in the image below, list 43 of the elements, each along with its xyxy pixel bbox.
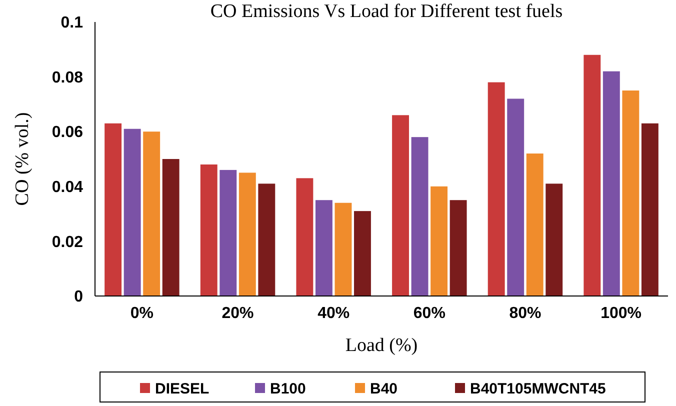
bar — [162, 159, 180, 296]
x-tick-label: 100% — [600, 305, 642, 322]
y-tick-label: 0.1 — [60, 14, 84, 32]
bar — [411, 137, 428, 296]
bar — [526, 154, 544, 296]
bar — [602, 71, 620, 296]
bar — [488, 82, 505, 296]
bar — [392, 115, 409, 296]
bar — [200, 164, 218, 296]
bar — [622, 90, 640, 296]
bar — [546, 184, 563, 296]
x-tick-label: 60% — [413, 305, 446, 322]
bar — [124, 128, 141, 296]
bar — [507, 98, 524, 296]
y-axis-title: CO (% vol.) — [12, 112, 33, 206]
x-tick-label: 20% — [222, 305, 254, 322]
x-tick-label: 40% — [318, 305, 350, 322]
x-axis-title: Load (%) — [345, 335, 418, 356]
x-tick-label: 0% — [130, 305, 154, 322]
bar — [238, 172, 256, 296]
y-tick-label: 0.02 — [52, 234, 84, 251]
legend-label: B40 — [370, 380, 398, 398]
y-tick-label: 0.06 — [52, 124, 84, 142]
bar — [315, 200, 332, 296]
bar — [220, 170, 237, 296]
y-tick-label: 0.04 — [52, 179, 84, 196]
bar — [143, 132, 160, 296]
y-tick-label: 0 — [74, 288, 84, 306]
bar — [104, 123, 122, 296]
legend-label: B100 — [270, 380, 306, 398]
legend-label: DIESEL — [155, 380, 210, 398]
y-tick-label: 0.08 — [52, 69, 84, 86]
bar — [354, 211, 371, 296]
bar — [430, 186, 448, 296]
bar — [258, 184, 276, 296]
bar — [584, 54, 601, 296]
x-tick-label: 80% — [509, 305, 542, 322]
bar — [641, 123, 658, 296]
bar — [296, 178, 314, 296]
bar — [334, 202, 352, 296]
bar — [450, 200, 467, 296]
chart-title: CO Emissions Vs Load for Different test fuels — [210, 1, 563, 22]
legend-label: B40T105MWCNT45 — [470, 380, 606, 398]
